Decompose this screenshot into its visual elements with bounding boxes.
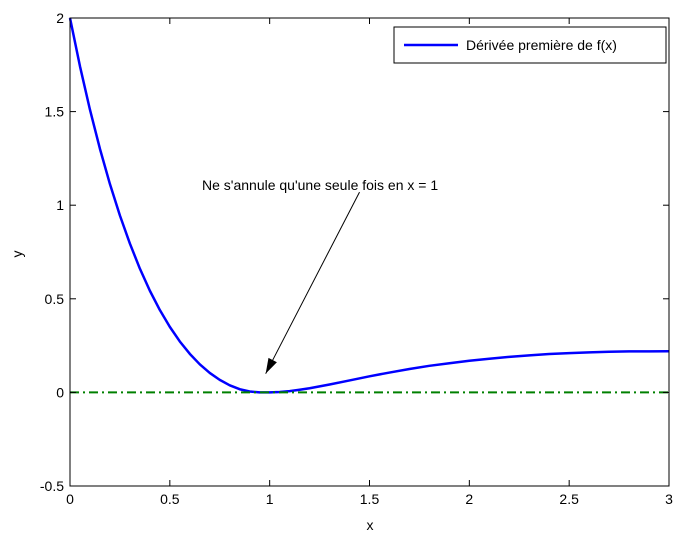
annotation-text: Ne s'annule qu'une seule fois en x = 1 (202, 177, 438, 193)
x-tick-label: 1.5 (360, 491, 380, 507)
x-tick-label: 2 (465, 491, 473, 507)
y-tick-label: 2 (56, 10, 64, 26)
x-tick-label: 2.5 (559, 491, 579, 507)
x-axis-label: x (367, 517, 374, 533)
annotation: Ne s'annule qu'une seule fois en x = 1 (202, 177, 438, 374)
y-tick-label: -0.5 (40, 478, 64, 494)
y-tick-label: 0.5 (45, 291, 65, 307)
legend: Dérivée première de f(x) (393, 26, 667, 64)
y-tick-label: 1 (56, 197, 64, 213)
annotation-arrow-line (265, 191, 360, 374)
annotation-arrow-head (265, 357, 277, 374)
y-tick-label: 0 (56, 384, 64, 400)
y-tick-label: 1.5 (45, 104, 65, 120)
plot-area (68, 17, 670, 394)
y-axis-label: y (9, 251, 25, 258)
x-tick-label: 0 (66, 491, 74, 507)
x-tick-label: 1 (266, 491, 274, 507)
x-tick-label: 0.5 (160, 491, 180, 507)
legend-entry-label: Dérivée première de f(x) (466, 37, 617, 53)
x-tick-label: 3 (665, 491, 673, 507)
axes: 0 0.5 1 1.5 2 2.5 3-0.500.511.52 (40, 10, 673, 507)
